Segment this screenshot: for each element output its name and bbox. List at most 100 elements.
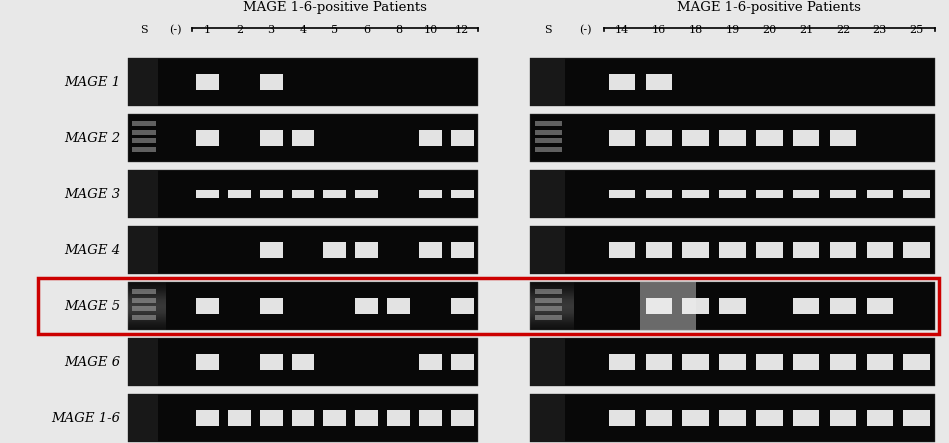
Bar <box>530 226 565 274</box>
Bar <box>128 316 166 317</box>
Bar <box>128 282 478 330</box>
Bar <box>128 302 166 303</box>
Bar <box>609 130 635 146</box>
Bar <box>291 190 314 198</box>
Bar <box>530 305 574 306</box>
Bar <box>903 410 930 426</box>
Bar <box>128 300 166 301</box>
Bar <box>128 226 158 274</box>
Bar <box>645 298 672 314</box>
Text: 22: 22 <box>836 25 850 35</box>
Bar <box>530 309 574 310</box>
Bar <box>128 294 166 295</box>
Bar <box>355 410 378 426</box>
Bar <box>792 242 819 258</box>
Bar <box>128 288 166 289</box>
Bar <box>645 74 672 89</box>
Bar <box>530 308 574 309</box>
Text: (-): (-) <box>579 25 591 35</box>
Bar <box>719 354 746 369</box>
Bar <box>719 242 746 258</box>
Bar <box>128 296 166 297</box>
Text: 1: 1 <box>204 25 211 35</box>
Bar <box>530 306 574 307</box>
Bar <box>128 338 158 386</box>
Bar <box>260 298 283 314</box>
Bar <box>128 303 166 304</box>
Bar <box>196 410 219 426</box>
Bar <box>530 304 574 305</box>
Bar <box>530 299 574 300</box>
Bar <box>530 289 574 290</box>
Bar <box>419 130 441 146</box>
Bar <box>530 283 574 284</box>
Bar <box>291 410 314 426</box>
Bar <box>756 354 783 369</box>
Bar <box>530 300 574 301</box>
Bar <box>128 283 166 284</box>
Bar <box>128 311 166 312</box>
Bar <box>645 410 672 426</box>
Bar <box>866 354 893 369</box>
Bar <box>132 298 156 303</box>
Bar <box>534 307 562 311</box>
Bar <box>756 190 783 198</box>
Text: 12: 12 <box>455 25 469 35</box>
Bar <box>128 394 158 442</box>
Bar <box>756 242 783 258</box>
Bar <box>228 410 251 426</box>
Bar <box>530 298 574 299</box>
Bar <box>530 324 574 325</box>
Bar <box>291 130 314 146</box>
Bar <box>756 130 783 146</box>
Text: S: S <box>140 25 148 35</box>
Bar <box>128 327 166 328</box>
Bar <box>530 294 574 295</box>
Bar <box>530 58 935 106</box>
Bar <box>530 292 574 293</box>
Bar <box>419 190 441 198</box>
Bar <box>38 278 939 334</box>
Text: 3: 3 <box>268 25 275 35</box>
Bar <box>530 329 574 330</box>
Text: 10: 10 <box>423 25 437 35</box>
Bar <box>260 190 283 198</box>
Bar <box>530 303 574 304</box>
Bar <box>645 242 672 258</box>
Bar <box>829 298 856 314</box>
Text: 25: 25 <box>909 25 923 35</box>
Bar <box>530 321 574 322</box>
Bar <box>132 121 156 126</box>
Bar <box>260 242 283 258</box>
Bar <box>792 130 819 146</box>
Bar <box>324 242 346 258</box>
Bar <box>866 298 893 314</box>
Bar <box>682 190 709 198</box>
Bar <box>128 284 166 285</box>
Bar <box>682 410 709 426</box>
Text: MAGE 5: MAGE 5 <box>64 299 120 312</box>
Bar <box>530 284 574 285</box>
Bar <box>128 329 166 330</box>
Text: S: S <box>545 25 552 35</box>
Bar <box>530 312 574 313</box>
Bar <box>128 289 166 290</box>
Bar <box>530 313 574 314</box>
Text: 21: 21 <box>799 25 813 35</box>
Bar <box>128 313 166 314</box>
Bar <box>419 354 441 369</box>
Bar <box>530 310 574 311</box>
Bar <box>530 314 574 315</box>
Bar <box>641 282 696 330</box>
Bar <box>355 298 378 314</box>
Bar <box>530 317 574 318</box>
Bar <box>128 282 166 283</box>
Bar <box>530 315 574 316</box>
Bar <box>829 410 856 426</box>
Bar <box>609 410 635 426</box>
Text: 8: 8 <box>395 25 402 35</box>
Bar <box>128 307 166 308</box>
Bar <box>530 297 574 298</box>
Bar <box>682 298 709 314</box>
Bar <box>530 325 574 326</box>
